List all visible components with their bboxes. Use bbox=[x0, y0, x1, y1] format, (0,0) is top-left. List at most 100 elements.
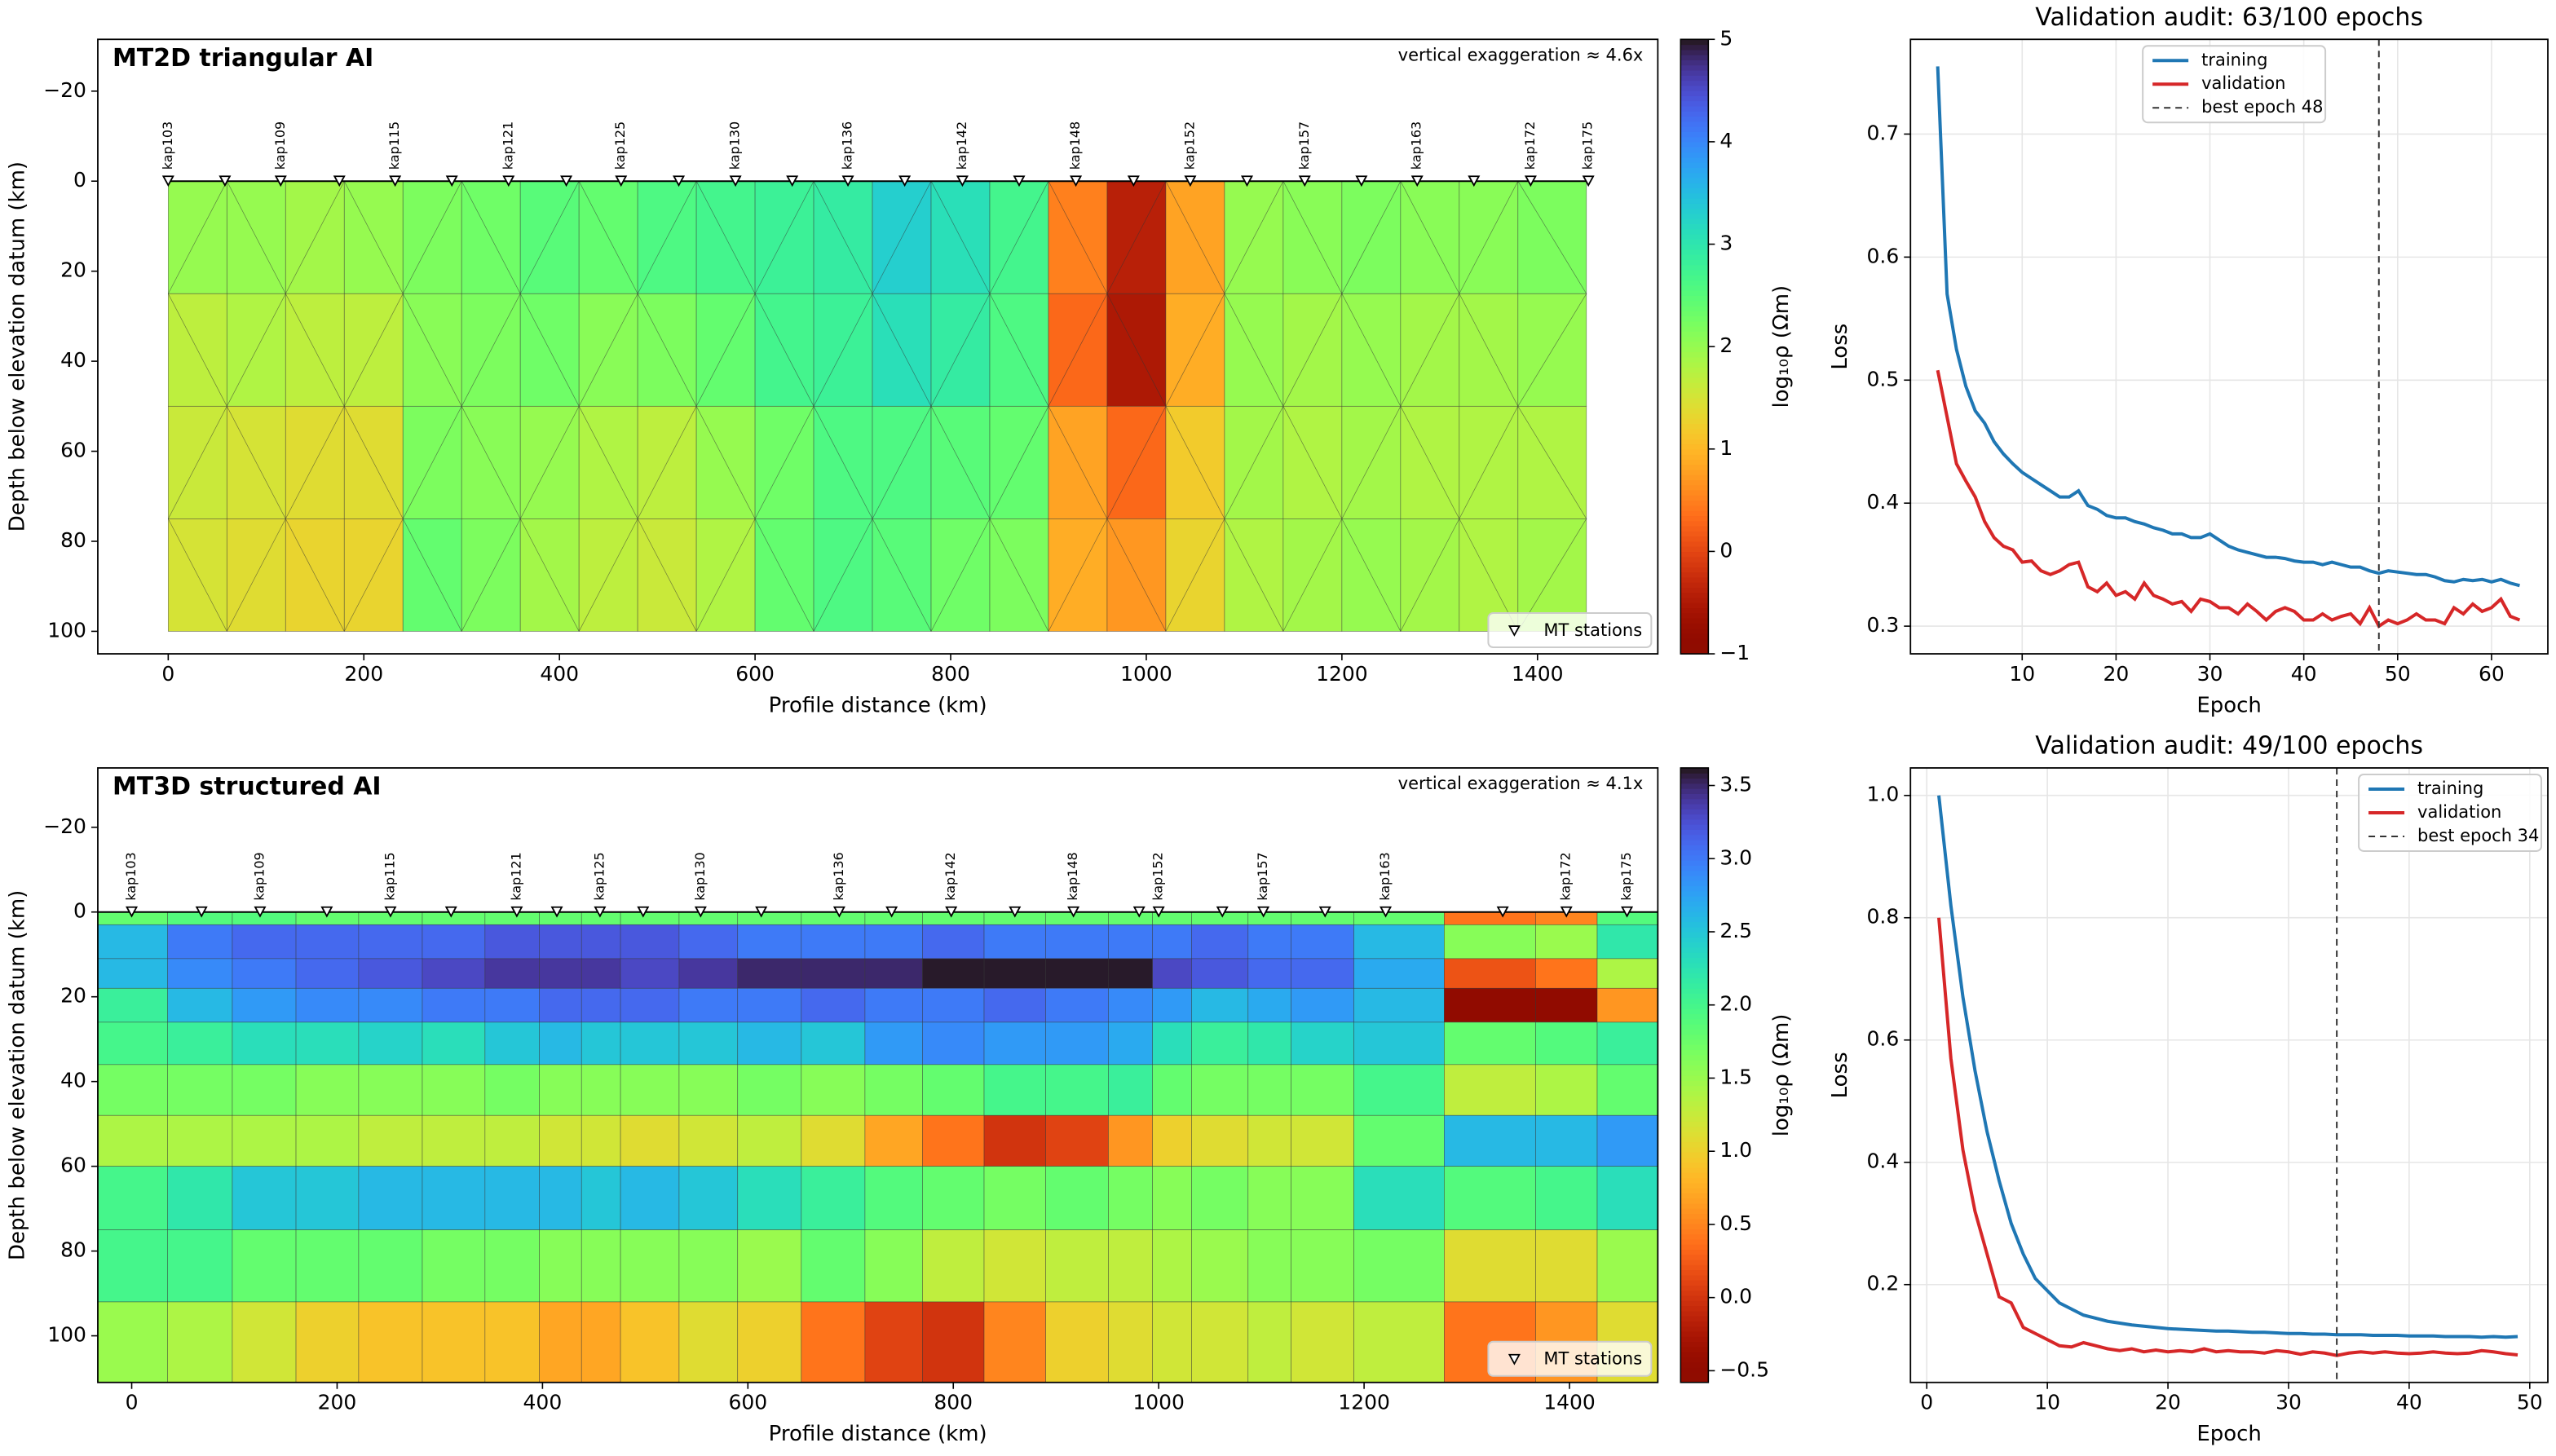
station-marker bbox=[560, 175, 573, 188]
station-marker bbox=[219, 175, 232, 188]
mesh-edge bbox=[1048, 293, 1108, 407]
colorbar-slice bbox=[1680, 607, 1709, 614]
mesh-cell bbox=[1045, 1064, 1109, 1116]
colorbar-slice bbox=[1680, 1223, 1709, 1229]
colorbar-slice bbox=[1680, 550, 1709, 558]
mesh-cell bbox=[1535, 924, 1598, 960]
station-label: kap115 bbox=[382, 852, 397, 900]
colorbar-slice bbox=[1680, 859, 1709, 866]
colorbar-tick-label: 1.0 bbox=[1719, 1138, 1752, 1162]
mesh-cell bbox=[678, 1064, 739, 1116]
mesh-edge bbox=[1517, 293, 1587, 407]
colorbar-slice bbox=[1680, 1100, 1709, 1107]
mesh-cell bbox=[358, 1021, 423, 1066]
mesh-cell bbox=[922, 1021, 985, 1066]
station-marker bbox=[1524, 175, 1537, 188]
colorbar-tick-label: 0 bbox=[1719, 538, 1733, 562]
mesh-cell bbox=[1152, 1166, 1192, 1230]
mesh-edge bbox=[1341, 518, 1402, 632]
mesh-cell bbox=[1353, 1064, 1445, 1116]
colorbar-tick-label: −1 bbox=[1719, 641, 1750, 664]
colorbar-slice bbox=[1680, 916, 1709, 923]
mesh-edge bbox=[227, 518, 286, 632]
colorbar-slice bbox=[1680, 499, 1709, 506]
mesh-cell bbox=[678, 1114, 739, 1167]
colorbar-slice bbox=[1680, 417, 1709, 424]
mesh-edge bbox=[343, 293, 404, 407]
mesh-edge bbox=[1106, 293, 1167, 407]
mesh-edge bbox=[1400, 293, 1460, 407]
colorbar-slice bbox=[1680, 49, 1709, 55]
mesh-cell bbox=[1108, 1064, 1153, 1116]
x-tick-label: 600 bbox=[735, 662, 775, 686]
mesh-cell bbox=[295, 987, 360, 1023]
station-marker bbox=[945, 906, 958, 918]
legend-label: MT stations bbox=[1543, 620, 1642, 640]
mesh-cell bbox=[97, 1229, 168, 1303]
station-label: kap142 bbox=[942, 852, 958, 900]
colorbar-slice bbox=[1680, 905, 1709, 912]
mesh-edge bbox=[695, 181, 756, 294]
mesh-cell bbox=[422, 958, 486, 989]
colorbar-slice bbox=[1680, 238, 1709, 245]
mesh-cell bbox=[539, 1064, 582, 1116]
mesh-cell bbox=[922, 1229, 985, 1303]
colorbar-slice bbox=[1680, 1310, 1709, 1317]
mesh-cell bbox=[484, 1114, 540, 1167]
mesh-cell bbox=[1353, 911, 1445, 925]
colorbar-slice bbox=[1680, 1018, 1709, 1025]
mesh-cell bbox=[1247, 1021, 1292, 1066]
mesh-cell bbox=[484, 1229, 540, 1303]
colorbar-slice bbox=[1680, 1013, 1709, 1020]
colorbar-slice bbox=[1680, 79, 1709, 86]
x-tick-label: 20 bbox=[2155, 1391, 2181, 1414]
colorbar-slice bbox=[1680, 54, 1709, 60]
station-label: kap175 bbox=[1580, 121, 1596, 170]
mesh-cell bbox=[422, 1166, 486, 1230]
station-marker bbox=[1582, 175, 1595, 188]
panel: kap103 kap109 kap115 kap121 kap125 kap130 kap1… bbox=[5, 767, 1794, 1446]
colorbar-slice bbox=[1680, 633, 1709, 639]
x-tick-label: 400 bbox=[523, 1391, 563, 1414]
mesh-cell bbox=[1045, 1229, 1109, 1303]
mesh-cell bbox=[539, 924, 582, 960]
mesh-cell bbox=[1291, 911, 1354, 925]
colorbar-slice bbox=[1680, 1376, 1709, 1383]
station-marker bbox=[1355, 175, 1368, 188]
mesh-cell bbox=[1152, 1021, 1192, 1066]
mesh-cell bbox=[1596, 1114, 1658, 1167]
colorbar-slice bbox=[1680, 1248, 1709, 1255]
mesh-edge bbox=[930, 518, 991, 632]
colorbar-slice bbox=[1680, 602, 1709, 609]
mesh-cell bbox=[1191, 1064, 1249, 1116]
mesh-cell bbox=[1291, 958, 1354, 989]
mesh-cell bbox=[1191, 1114, 1249, 1167]
mesh-edge bbox=[1224, 518, 1284, 632]
station-marker bbox=[594, 906, 607, 918]
x-tick-label: 10 bbox=[2034, 1391, 2060, 1414]
colorbar-slice bbox=[1680, 556, 1709, 563]
mesh-cell bbox=[1443, 1021, 1536, 1066]
x-tick-label: 60 bbox=[2479, 662, 2505, 686]
colorbar-slice bbox=[1680, 1259, 1709, 1265]
colorbar-slice bbox=[1680, 422, 1709, 430]
station-marker bbox=[1127, 175, 1140, 188]
colorbar-tick-label: 1.5 bbox=[1719, 1065, 1752, 1088]
colorbar-slice bbox=[1680, 617, 1709, 624]
colorbar-slice bbox=[1680, 1202, 1709, 1209]
legend-label: best epoch 34 bbox=[2417, 826, 2539, 845]
mesh-edge bbox=[754, 518, 814, 632]
colorbar-slice bbox=[1680, 269, 1709, 276]
mesh-edge bbox=[1224, 406, 1284, 519]
station-marker bbox=[898, 175, 912, 188]
mesh-cell bbox=[581, 1229, 621, 1303]
mesh-cell bbox=[539, 1301, 582, 1383]
station-marker bbox=[615, 175, 628, 188]
colorbar-slice bbox=[1680, 1268, 1709, 1276]
station-marker bbox=[1257, 906, 1270, 918]
station-marker bbox=[1216, 906, 1229, 918]
mesh-edge bbox=[1048, 518, 1108, 632]
colorbar-slice bbox=[1680, 305, 1709, 311]
colorbar-slice bbox=[1680, 110, 1709, 117]
